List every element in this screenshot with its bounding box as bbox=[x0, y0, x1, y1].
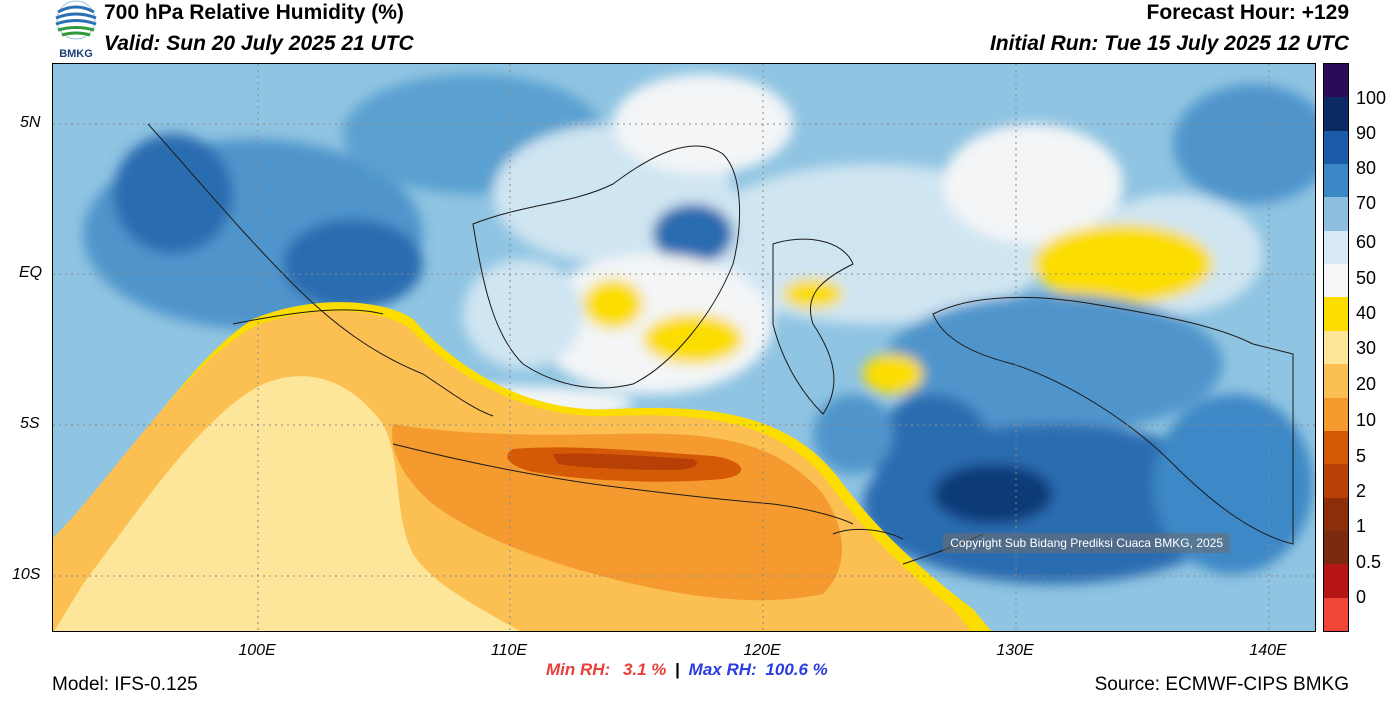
colorbar-label: 80 bbox=[1356, 158, 1377, 178]
colorbar-segment bbox=[1324, 164, 1348, 198]
colorbar-label: 0 bbox=[1356, 587, 1367, 607]
colorbar-segment bbox=[1324, 230, 1348, 265]
colorbar bbox=[1323, 63, 1349, 632]
min-rh-value: 3.1 % bbox=[622, 660, 667, 679]
model-info: Model: IFS-0.125 bbox=[52, 674, 198, 695]
colorbar-segment bbox=[1324, 130, 1348, 165]
max-rh-label: Max RH: bbox=[688, 660, 757, 679]
lon-label-100e: 100E bbox=[238, 642, 276, 659]
lon-label-140e: 140E bbox=[1249, 642, 1287, 659]
lat-label-eq: EQ bbox=[19, 264, 43, 281]
initial-run: Initial Run: Tue 15 July 2025 12 UTC bbox=[989, 32, 1349, 55]
colorbar-segment bbox=[1324, 330, 1348, 365]
colorbar-label: 10 bbox=[1356, 410, 1377, 430]
colorbar-label: 0.5 bbox=[1356, 552, 1382, 572]
copyright-notice: Copyright Sub Bidang Prediksi Cuaca BMKG… bbox=[943, 533, 1230, 553]
colorbar-segment bbox=[1324, 297, 1348, 332]
colorbar-segment bbox=[1324, 564, 1348, 599]
colorbar-segment bbox=[1324, 64, 1348, 98]
colorbar-label: 30 bbox=[1356, 338, 1377, 358]
lat-label-10s: 10S bbox=[12, 566, 41, 583]
lat-label-5n: 5N bbox=[20, 114, 41, 131]
colorbar-label: 2 bbox=[1356, 481, 1367, 501]
map-title: 700 hPa Relative Humidity (%) bbox=[104, 1, 404, 24]
colorbar-segment bbox=[1324, 430, 1348, 465]
colorbar-segment bbox=[1324, 530, 1348, 565]
colorbar-segment bbox=[1324, 464, 1348, 499]
colorbar-segment bbox=[1324, 364, 1348, 399]
colorbar-segment bbox=[1324, 264, 1348, 298]
colorbar-label: 70 bbox=[1356, 193, 1377, 213]
colorbar-label: 5 bbox=[1356, 446, 1367, 466]
colorbar-label: 40 bbox=[1356, 303, 1377, 323]
colorbar-segment bbox=[1324, 197, 1348, 232]
colorbar-segment bbox=[1324, 97, 1348, 132]
colorbar-segment bbox=[1324, 397, 1348, 432]
colorbar-segment bbox=[1324, 497, 1348, 532]
max-rh-value: 100.6 % bbox=[765, 660, 828, 679]
colorbar-label: 90 bbox=[1356, 123, 1377, 143]
colorbar-label: 100 bbox=[1356, 88, 1387, 108]
lon-label-120e: 120E bbox=[743, 642, 781, 659]
lon-label-110e: 110E bbox=[490, 642, 528, 659]
source-info: Source: ECMWF-CIPS BMKG bbox=[1094, 674, 1349, 695]
logo-text: BMKG bbox=[59, 48, 93, 60]
forecast-hour: Forecast Hour: +129 bbox=[1146, 1, 1350, 24]
colorbar-segment bbox=[1324, 597, 1348, 632]
valid-time: Valid: Sun 20 July 2025 21 UTC bbox=[104, 32, 414, 55]
lon-label-130e: 130E bbox=[996, 642, 1034, 659]
rh-stats: Min RH: 3.1 % | Max RH: 100.6 % bbox=[546, 660, 828, 680]
colorbar-label: 60 bbox=[1356, 232, 1377, 252]
min-rh-label: Min RH: bbox=[546, 660, 611, 679]
bmkg-logo: BMKG bbox=[52, 0, 100, 60]
colorbar-label: 1 bbox=[1356, 516, 1367, 536]
stats-separator: | bbox=[675, 660, 680, 679]
lat-label-5s: 5S bbox=[20, 415, 40, 432]
humidity-map: Copyright Sub Bidang Prediksi Cuaca BMKG… bbox=[52, 63, 1316, 632]
colorbar-label: 50 bbox=[1356, 268, 1377, 288]
colorbar-label: 20 bbox=[1356, 374, 1377, 394]
